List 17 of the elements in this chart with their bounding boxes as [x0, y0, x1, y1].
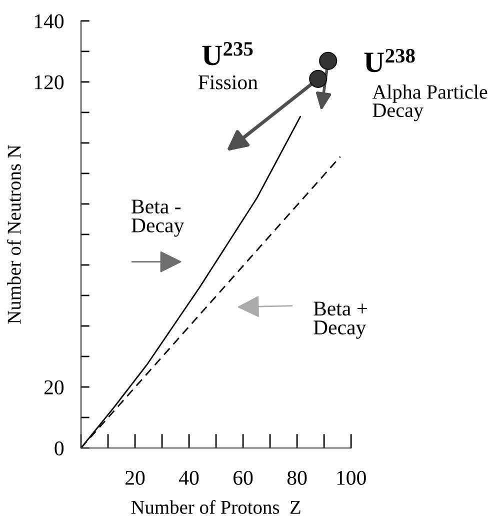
y-axis-title: Number of Neutrons N [6, 144, 21, 324]
annotation: Beta - Decay [132, 200, 184, 237]
text: U$^{238}$ [364, 48, 415, 72]
x-tick-label: 100 [337, 470, 366, 485]
y-tick-label: 20 [44, 380, 64, 394]
x-axis-title: Number of Protons Z [131, 500, 300, 514]
annotation: U$^{235}$ [202, 42, 253, 66]
y-tick-label: 0 [54, 441, 64, 456]
x-tick-label: 20 [126, 470, 145, 485]
y-tick-label: 120 [34, 75, 64, 90]
x-tick-label: 80 [287, 470, 307, 485]
x-tick-label: 60 [234, 470, 253, 485]
x-tick-label: 40 [179, 470, 199, 485]
text: Alpha Particle Decay [372, 84, 488, 122]
annotation: Fission [198, 75, 258, 90]
annotation: Beta + Decay [314, 302, 368, 339]
y-tick-label: 140 [34, 14, 64, 28]
